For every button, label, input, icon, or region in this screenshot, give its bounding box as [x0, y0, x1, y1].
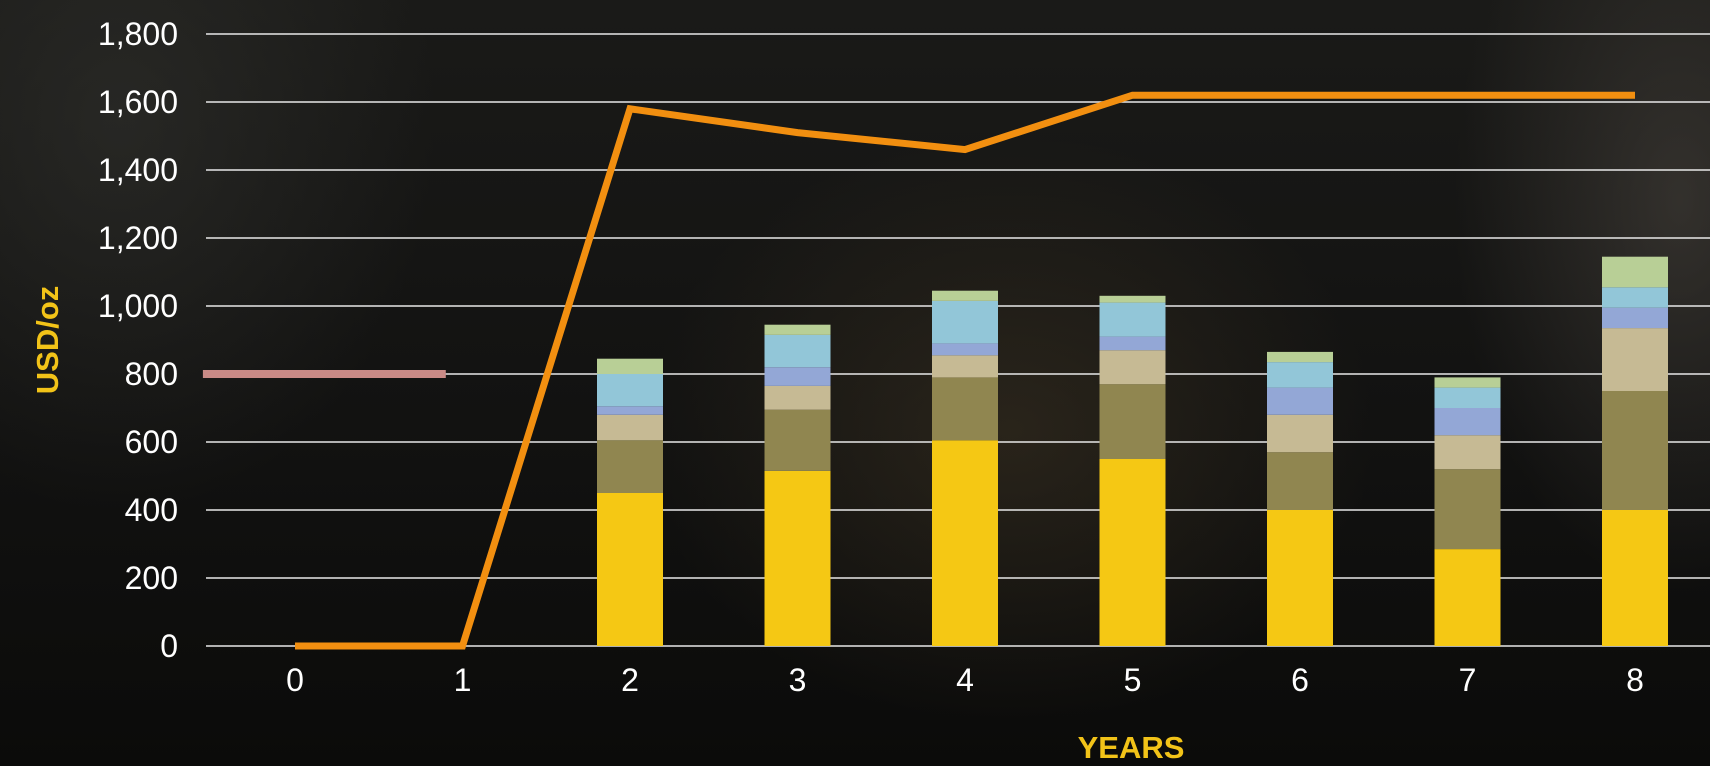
- x-axis-tick-labels: 0 1 2 3 4 5 6 7 8: [286, 662, 1644, 698]
- bar-segment: [1267, 362, 1333, 388]
- bar-segment: [1602, 328, 1668, 391]
- y-tick-label: 1,800: [98, 16, 178, 52]
- bar-segment: [764, 324, 831, 335]
- y-tick-label: 400: [125, 492, 178, 528]
- x-tick-label: 1: [454, 662, 472, 698]
- stacked-bars: [597, 256, 1668, 646]
- bar-segment: [932, 355, 998, 378]
- y-tick-label: 1,600: [98, 84, 178, 120]
- y-tick-label: 0: [160, 628, 178, 664]
- bar-segment: [1267, 414, 1333, 453]
- bar-segment: [1602, 307, 1668, 329]
- bar-segment: [1602, 256, 1668, 288]
- bar-segment: [764, 385, 831, 410]
- bar-segment: [597, 374, 663, 407]
- bar-segment: [1434, 435, 1501, 470]
- bar-segment: [1434, 377, 1501, 388]
- x-tick-label: 3: [789, 662, 807, 698]
- bar-segment: [764, 334, 831, 368]
- bar-segment: [1434, 469, 1501, 550]
- bar-segment: [1099, 336, 1166, 351]
- bar-segment: [1099, 295, 1166, 303]
- y-tick-label: 800: [125, 356, 178, 392]
- x-tick-label: 5: [1124, 662, 1142, 698]
- bar-segment: [932, 343, 998, 356]
- x-tick-label: 4: [956, 662, 974, 698]
- y-tick-label: 1,200: [98, 220, 178, 256]
- bar-segment: [1434, 549, 1501, 646]
- y-tick-label: 600: [125, 424, 178, 460]
- bar-segment: [932, 440, 998, 646]
- bar-segment: [1602, 510, 1668, 646]
- bar-segment: [1602, 287, 1668, 308]
- bar-segment: [1267, 510, 1333, 646]
- bar-segment: [932, 300, 998, 344]
- y-tick-label: 200: [125, 560, 178, 596]
- bar-segment: [1099, 384, 1166, 459]
- bar-segment: [597, 440, 663, 493]
- y-tick-label: 1,400: [98, 152, 178, 188]
- bar-segment: [1434, 408, 1501, 436]
- bar-segment: [764, 409, 831, 471]
- price-line: [295, 91, 1635, 650]
- bar-segment: [1099, 350, 1166, 385]
- bar-segment: [1099, 459, 1166, 646]
- y-tick-label: 1,000: [98, 288, 178, 324]
- bar-segment: [597, 414, 663, 441]
- bar-segment: [597, 493, 663, 646]
- price-lines: [202, 91, 1635, 650]
- x-tick-label: 8: [1626, 662, 1644, 698]
- x-tick-label: 2: [621, 662, 639, 698]
- x-tick-label: 6: [1291, 662, 1309, 698]
- y-axis-tick-labels: 0 200 400 600 800 1,000 1,200 1,400 1,600 1,800: [98, 16, 178, 664]
- x-tick-label: 7: [1459, 662, 1477, 698]
- bar-segment: [597, 406, 663, 415]
- bar-segment: [1099, 302, 1166, 337]
- bar-segment: [764, 470, 831, 646]
- bar-segment: [764, 367, 831, 386]
- bar-segment: [597, 358, 663, 374]
- bar-segment: [1267, 452, 1333, 510]
- bar-segment: [1602, 391, 1668, 510]
- y-axis-title: USD/oz: [30, 286, 65, 395]
- x-axis-title: YEARS: [1078, 730, 1185, 765]
- bar-segment: [932, 290, 998, 301]
- bar-segment: [932, 377, 998, 441]
- x-tick-label: 0: [286, 662, 304, 698]
- bar-segment: [1434, 387, 1501, 408]
- bar-segment: [1267, 351, 1333, 363]
- bar-segment: [1267, 387, 1333, 415]
